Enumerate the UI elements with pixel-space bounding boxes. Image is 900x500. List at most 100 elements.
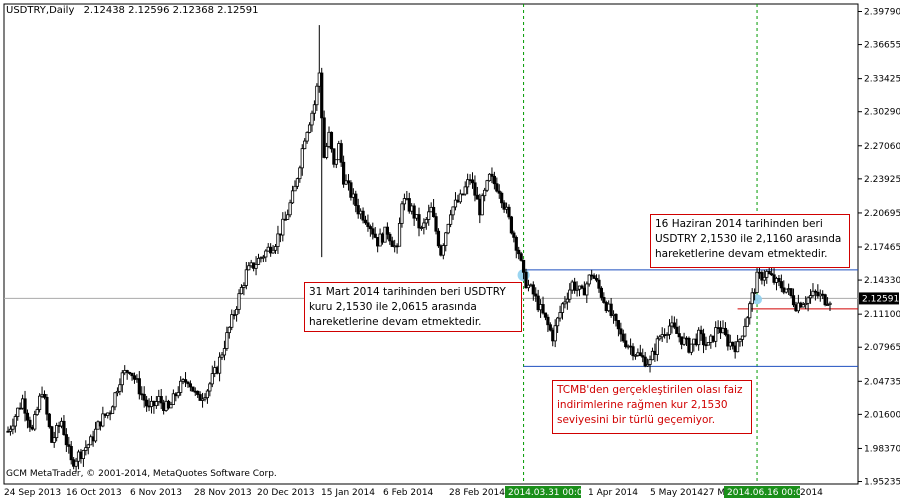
- candle-body: [801, 304, 805, 308]
- candle-body: [726, 334, 730, 347]
- candle-body: [118, 384, 122, 392]
- candle-body: [565, 298, 569, 303]
- candle-body: [672, 322, 676, 328]
- y-tick-label: 2.20695: [864, 209, 900, 219]
- x-tick-label: 1 Apr 2014: [588, 488, 638, 498]
- x-tick-label: 24 Sep 2013: [4, 488, 61, 498]
- candle-body: [526, 284, 531, 289]
- x-tick-label: 15 Jan 2014: [321, 488, 375, 498]
- candle-body: [473, 182, 477, 196]
- candle-body: [697, 329, 701, 346]
- candle-body: [424, 219, 428, 224]
- candle-body: [502, 202, 506, 210]
- candle-body: [655, 338, 659, 355]
- x-tick-label: 2014: [800, 488, 823, 498]
- candle-body: [412, 205, 416, 219]
- candle-body: [186, 381, 190, 385]
- candle-body: [422, 222, 426, 228]
- time-axis: 24 Sep 2013 16 Oct 2013 6 Nov 2013 28 Nov 2…: [4, 486, 823, 498]
- candle-body: [755, 271, 759, 293]
- candle-body: [55, 425, 59, 439]
- candle-body: [310, 112, 314, 126]
- candle-body: [183, 379, 188, 383]
- candle-body: [534, 293, 538, 297]
- x-tick-label: 16 Oct 2013: [66, 488, 122, 498]
- candle-body: [699, 329, 703, 335]
- candle-body: [777, 277, 781, 282]
- candle-body: [346, 180, 351, 184]
- candle-body: [232, 314, 236, 317]
- candle-body: [573, 281, 577, 291]
- candle-body: [125, 370, 129, 373]
- candle-body: [475, 194, 479, 200]
- candle-body: [560, 303, 565, 313]
- candle-body: [667, 325, 672, 335]
- candle-body: [597, 279, 601, 289]
- candle-body: [239, 287, 244, 295]
- y-tick-label: 2.27060: [864, 142, 900, 152]
- candle-body: [784, 288, 788, 293]
- candle-body: [349, 182, 353, 198]
- candle-body: [753, 292, 757, 294]
- price-badge: [859, 292, 899, 305]
- candle-body: [441, 245, 445, 256]
- candle-body: [23, 398, 27, 414]
- candle-body: [791, 295, 796, 306]
- candle-body: [169, 404, 173, 409]
- candle-body: [397, 223, 402, 247]
- candle-body: [731, 341, 735, 347]
- candle-body: [449, 214, 453, 225]
- candle-body: [217, 356, 222, 374]
- candle-body: [74, 460, 78, 467]
- candle-body: [806, 297, 810, 304]
- candle-body: [485, 180, 489, 191]
- candle-body: [210, 373, 214, 385]
- candle-body: [789, 288, 793, 297]
- candle-body: [745, 317, 749, 327]
- candle-body: [276, 233, 280, 247]
- candle-body: [624, 340, 628, 348]
- candle-body: [556, 317, 560, 327]
- candle-body: [256, 257, 261, 265]
- candle-body: [646, 364, 650, 367]
- date-badge: [505, 486, 581, 498]
- candle-body: [633, 354, 638, 357]
- candle-body: [492, 175, 496, 185]
- candle-body: [334, 159, 338, 165]
- candle-body: [723, 327, 728, 335]
- candle-body: [743, 325, 747, 337]
- candle-body: [517, 249, 521, 255]
- candle-body: [665, 334, 669, 336]
- candle-body: [159, 396, 163, 404]
- candle-body: [315, 85, 319, 106]
- candle-body: [38, 395, 42, 410]
- candle-body: [293, 185, 297, 192]
- candle-body: [329, 131, 334, 150]
- candle-body: [390, 240, 394, 247]
- candle-body: [677, 333, 681, 338]
- candle-body: [541, 304, 545, 314]
- candle-body: [487, 173, 492, 182]
- candle-body: [242, 285, 246, 288]
- candle-body: [101, 413, 105, 427]
- candle-body: [750, 292, 754, 305]
- candle-body: [470, 179, 475, 184]
- candle-body: [619, 328, 623, 335]
- candle-body: [495, 183, 499, 192]
- candle-body: [235, 309, 239, 316]
- candle-body: [650, 350, 655, 361]
- candle-body: [417, 214, 421, 229]
- candle-body: [322, 117, 326, 158]
- candle-body: [453, 199, 458, 208]
- candle-body: [307, 124, 312, 133]
- candle-body: [602, 297, 606, 303]
- candle-body: [463, 186, 467, 195]
- candle-body: [35, 409, 39, 415]
- candle-body: [300, 148, 304, 169]
- candle-body: [67, 444, 71, 447]
- candle-body: [320, 72, 324, 119]
- candle-body: [230, 314, 234, 328]
- candle-body: [385, 226, 389, 235]
- candle-body: [648, 359, 652, 365]
